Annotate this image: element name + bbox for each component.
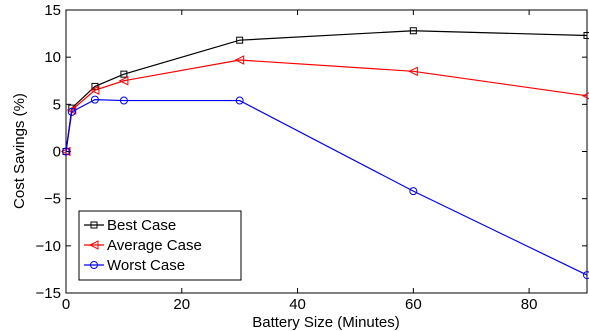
- y-tick-label: −10: [36, 238, 61, 255]
- y-tick-label: −5: [44, 191, 61, 208]
- data-point: [88, 240, 99, 250]
- y-tick-label: 5: [53, 96, 61, 113]
- series-line: [65, 99, 588, 276]
- legend-box: [78, 210, 242, 281]
- y-tick-label: 10: [44, 49, 61, 66]
- legend-item: Average Case: [84, 237, 202, 254]
- data-point: [90, 95, 99, 104]
- x-tick-label: 40: [289, 296, 306, 313]
- data-point: [89, 85, 100, 95]
- series-line: [65, 59, 588, 152]
- data-point: [234, 55, 245, 65]
- data-point: [118, 75, 129, 86]
- y-axis-label: Cost Savings (%): [11, 93, 28, 209]
- data-point: [409, 27, 417, 35]
- series-layer: [60, 27, 589, 280]
- data-point: [67, 107, 76, 116]
- x-tick-label: 60: [405, 296, 422, 313]
- data-point: [236, 36, 244, 44]
- data-point: [120, 70, 128, 78]
- y-tick-label: 0: [53, 144, 61, 161]
- x-tick-label: 80: [521, 296, 538, 313]
- x-axis-label: Battery Size (Minutes): [252, 314, 400, 331]
- data-point: [119, 96, 128, 105]
- data-point: [90, 261, 98, 269]
- y-tick-label: 15: [44, 2, 61, 19]
- legend-label: Best Case: [107, 217, 176, 234]
- series-average-case: [60, 55, 589, 157]
- x-tick-label: 20: [173, 296, 190, 313]
- data-point: [583, 31, 589, 39]
- x-axis-ticks: 0 20 40 60 80: [62, 10, 538, 313]
- legend-item: Worst Case: [84, 257, 185, 274]
- y-tick-label: −15: [36, 285, 61, 302]
- data-point: [409, 187, 418, 196]
- legend-item: Best Case: [84, 217, 176, 234]
- y-axis-ticks: −15 −10 −5 0 5 10 15: [36, 2, 587, 302]
- legend-label: Average Case: [107, 237, 202, 254]
- legend: Best Case Average Case Worst Case: [78, 210, 242, 281]
- x-tick-label: 0: [62, 296, 70, 313]
- data-point: [90, 221, 98, 229]
- data-point: [408, 66, 418, 77]
- series-worst-case: [62, 95, 589, 280]
- data-point: [581, 92, 589, 100]
- data-point: [235, 96, 244, 105]
- legend-label: Worst Case: [107, 257, 185, 274]
- data-point: [583, 271, 589, 280]
- data-point: [62, 147, 70, 156]
